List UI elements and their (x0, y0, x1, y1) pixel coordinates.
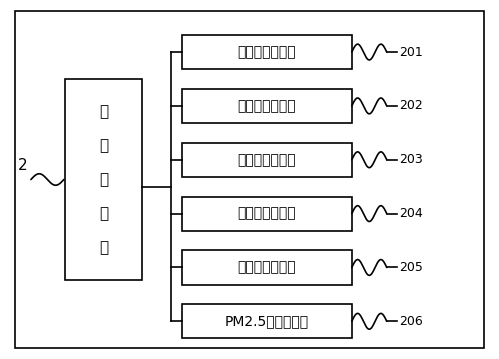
Text: 204: 204 (399, 207, 423, 220)
Text: 201: 201 (399, 46, 423, 59)
Text: 湿度传感器单元: 湿度传感器单元 (238, 99, 296, 113)
Text: 模: 模 (99, 206, 108, 221)
Bar (182, 35, 352, 69)
Text: 块: 块 (99, 240, 108, 255)
Bar (65, 79, 142, 280)
Text: 2: 2 (17, 158, 27, 173)
Bar (182, 143, 352, 177)
Text: 202: 202 (399, 99, 423, 112)
Bar (182, 89, 352, 123)
Text: 气压传感器单元: 气压传感器单元 (238, 153, 296, 167)
Bar (182, 251, 352, 284)
Text: 温度传感器单元: 温度传感器单元 (238, 45, 296, 59)
Text: 风向传感器单元: 风向传感器单元 (238, 261, 296, 274)
Text: 传: 传 (99, 104, 108, 119)
Text: 205: 205 (399, 261, 423, 274)
Text: 器: 器 (99, 172, 108, 187)
Text: 206: 206 (399, 315, 423, 328)
Text: 风力传感器单元: 风力传感器单元 (238, 207, 296, 220)
Text: PM2.5传感器单元: PM2.5传感器单元 (225, 314, 309, 328)
Bar (182, 304, 352, 338)
Bar (182, 197, 352, 231)
Text: 感: 感 (99, 138, 108, 153)
Text: 203: 203 (399, 153, 423, 166)
